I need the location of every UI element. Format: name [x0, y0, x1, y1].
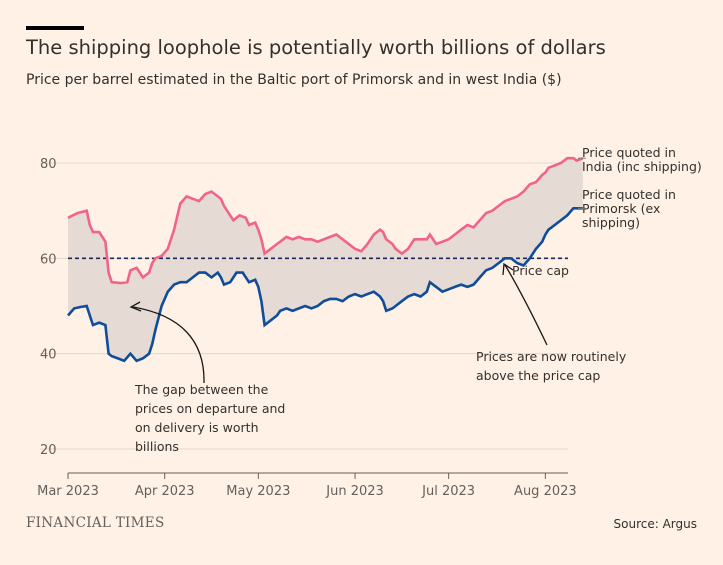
- y-axis-ticks: 80 60 40 20: [40, 157, 57, 458]
- x-tick-label: Jul 2023: [421, 484, 475, 499]
- gap-annotation-line: The gap between the: [134, 382, 269, 397]
- annotations: Price cap The gap between the prices on de…: [129, 262, 627, 454]
- series-label-line: Primorsk (ex: [582, 201, 660, 216]
- chart-subtitle: Price per barrel estimated in the Baltic…: [26, 72, 562, 88]
- ft-logo: FINANCIAL TIMES: [26, 515, 165, 531]
- x-tick-label: Jun 2023: [325, 484, 384, 499]
- x-tick-label: Mar 2023: [37, 484, 99, 499]
- price-cap-label: Price cap: [512, 263, 569, 278]
- x-tick-label: Aug 2023: [514, 484, 577, 499]
- series-label-line: Price quoted in: [582, 187, 676, 202]
- y-tick-label: 20: [40, 443, 57, 458]
- header-accent-bar: [26, 26, 84, 30]
- gap-annotation-arrow: [132, 306, 205, 384]
- routine-arrow-head: [502, 262, 514, 276]
- y-tick-label: 60: [40, 252, 57, 267]
- x-axis: Mar 2023 Apr 2023 May 2023 Jun 2023 Jul 2023…: [37, 472, 577, 499]
- series-label-line: Price quoted in: [582, 145, 676, 160]
- x-tick-label: May 2023: [226, 484, 290, 499]
- source-note: Source: Argus: [613, 517, 697, 531]
- primorsk-price-line: [67, 207, 583, 363]
- gap-annotation-line: prices on departure and: [135, 401, 285, 416]
- routine-annotation-arrow: [504, 264, 548, 346]
- series-label-line: shipping): [582, 215, 640, 230]
- price-gap-area: [68, 158, 583, 361]
- routine-annotation-line: above the price cap: [476, 368, 600, 383]
- chart-title: The shipping loophole is potentially wor…: [26, 36, 606, 59]
- series-label-line: India (inc shipping): [582, 159, 702, 174]
- india-price-line: [67, 156, 584, 285]
- routine-annotation-line: Prices are now routinely: [476, 349, 627, 364]
- y-tick-label: 40: [40, 348, 57, 363]
- y-tick-label: 80: [40, 157, 57, 172]
- gap-arrow-head: [129, 301, 142, 312]
- gap-annotation-line: on delivery is worth: [135, 420, 259, 435]
- x-tick-label: Apr 2023: [135, 484, 195, 499]
- gap-annotation-line: billions: [135, 439, 179, 454]
